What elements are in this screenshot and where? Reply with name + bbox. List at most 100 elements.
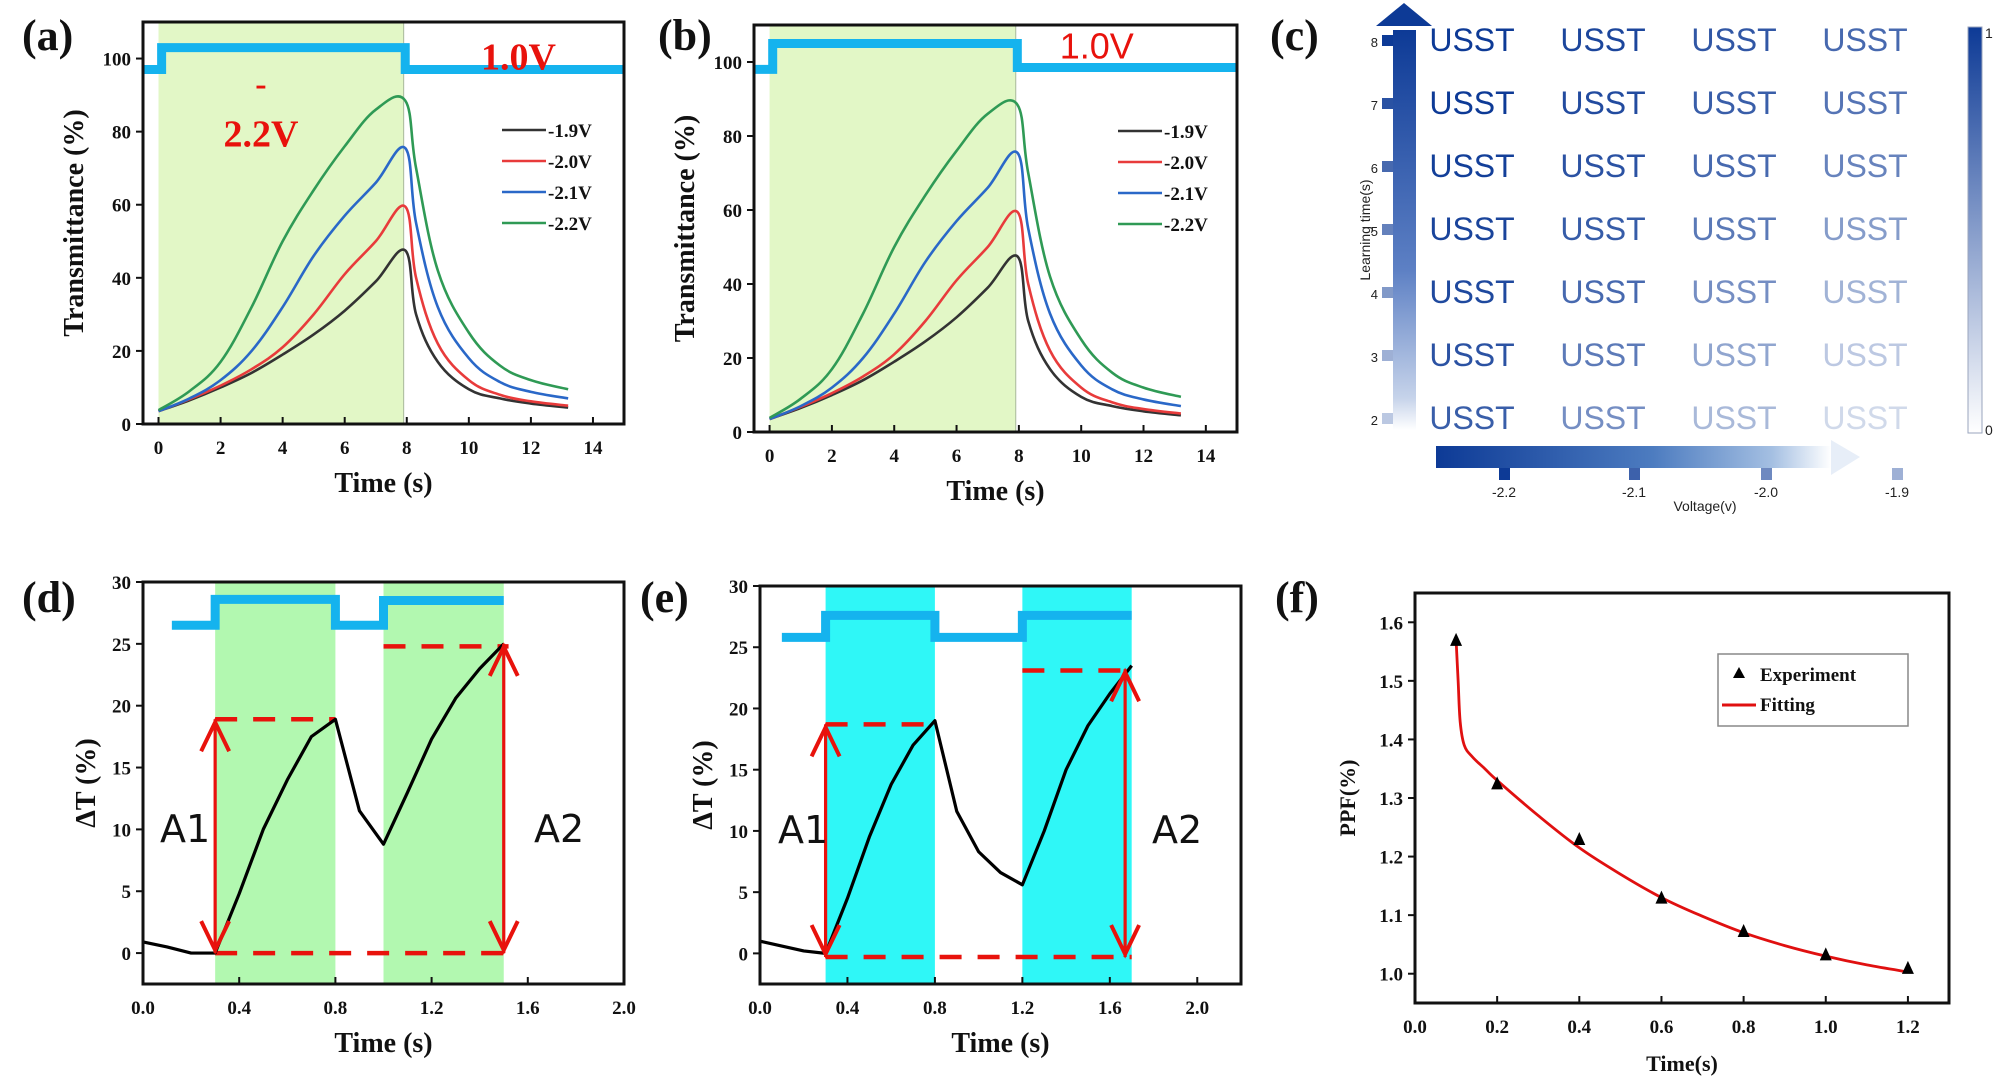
y-tick-label: 3 — [1371, 350, 1378, 365]
experiment-point — [1655, 890, 1668, 904]
amplitude-arrow-head-down — [1109, 924, 1141, 959]
panel-c: (c) 8 USST USST USST USST 7 USST USST USST USST 6 US… — [1270, 3, 1993, 514]
legend-label: -2.1V — [548, 183, 592, 204]
y-tick-label: 15 — [729, 761, 748, 782]
x-tick-label: 1.2 — [1896, 1017, 1920, 1038]
y-tick-label: 5 — [1371, 224, 1378, 239]
y-tick-label: 0 — [733, 423, 743, 444]
y-tick-mark — [1382, 224, 1393, 235]
x-tick-mark — [1629, 468, 1640, 480]
y-tick-label: 6 — [1371, 161, 1378, 176]
x-tick-label: 1.0 — [1814, 1017, 1838, 1038]
usst-cell: USST — [1429, 148, 1514, 184]
x-tick-label: 0.2 — [1485, 1017, 1509, 1038]
experiment-point — [1819, 947, 1832, 961]
experiment-point — [1573, 832, 1586, 845]
y-tick-label: 80 — [723, 127, 742, 148]
usst-cell: USST — [1560, 400, 1645, 436]
y-tick-label: 10 — [729, 822, 748, 843]
shaded-region — [215, 582, 336, 984]
usst-cell: USST — [1429, 274, 1514, 310]
series-line--2.1V — [769, 150, 1182, 421]
y-axis-title: Learning time(s) — [1357, 179, 1373, 280]
y-tick-label: 100 — [714, 53, 743, 74]
experiment-point — [1737, 923, 1750, 937]
x-tick-label: 6 — [340, 438, 350, 459]
usst-cell: USST — [1560, 337, 1645, 373]
y-tick-label: 0 — [122, 415, 132, 436]
amplitude-label: A1 — [778, 808, 828, 852]
experiment-point — [1491, 776, 1504, 790]
legend-label: -2.2V — [548, 214, 592, 235]
panel-label: (c) — [1270, 11, 1319, 60]
plot-frame — [141, 580, 626, 986]
panel-f: (f) 0.0 0.2 0.4 0.6 0.8 1.0 1.2 1.0 1.1 1.2 1.3 1.4 1… — [1275, 573, 1951, 1076]
panel-label: (e) — [640, 573, 689, 622]
amplitude-label: A2 — [534, 807, 584, 851]
x-tick-label: 8 — [402, 438, 412, 459]
x-tick-label: 10 — [1072, 446, 1091, 467]
x-tick-label: 4 — [889, 446, 899, 467]
plot-frame — [141, 20, 626, 426]
y-tick-mark — [1382, 413, 1393, 424]
colorbar-max-label: 1 — [1985, 25, 1993, 41]
usst-cell: USST — [1822, 211, 1907, 247]
y-tick-mark — [1382, 98, 1393, 109]
y-tick-label: 25 — [112, 635, 131, 656]
x-tick-label: 0.4 — [227, 998, 251, 1019]
y-tick-label: 40 — [112, 269, 131, 290]
usst-cell: USST — [1429, 85, 1514, 121]
y-tick-label: 5 — [739, 883, 749, 904]
y-tick-label: 25 — [729, 638, 748, 659]
x-axis-title: Time (s) — [334, 1028, 432, 1059]
usst-cell: USST — [1560, 274, 1645, 310]
usst-cell: USST — [1822, 400, 1907, 436]
usst-cell: USST — [1691, 22, 1776, 58]
colorbar — [1967, 26, 1983, 434]
x-axis-title: Time (s) — [951, 1028, 1049, 1059]
x-axis-title: Time (s) — [334, 468, 432, 499]
shaded-region — [158, 22, 404, 424]
voltage-annotation: 1.0V — [481, 37, 557, 79]
y-tick-label: 30 — [112, 573, 131, 594]
usst-cell: USST — [1429, 211, 1514, 247]
usst-cell: USST — [1560, 85, 1645, 121]
y-tick-mark — [1382, 35, 1393, 46]
y-axis-title: ΔT (%) — [71, 738, 102, 827]
x-tick-label: 14 — [583, 438, 603, 459]
x-tick-label: 14 — [1196, 446, 1216, 467]
voltage-arrow-head — [1831, 440, 1860, 475]
experiment-point — [1450, 632, 1463, 646]
voltage-annotation: 2.2V — [223, 113, 299, 155]
learning-time-arrow-shaft — [1393, 30, 1416, 430]
y-tick-label: 2 — [1371, 413, 1378, 428]
y-tick-mark — [1382, 350, 1393, 361]
x-tick-mark — [1892, 468, 1903, 480]
y-tick-label: 1.1 — [1379, 906, 1403, 927]
delta-t-line — [759, 664, 1133, 955]
x-tick-label: 1.2 — [1010, 998, 1034, 1019]
delta-t-line — [142, 642, 505, 955]
y-tick-label: 1.3 — [1379, 789, 1403, 810]
voltage-pulse-line — [171, 594, 504, 630]
x-tick-label: 0 — [765, 446, 775, 467]
usst-cell: USST — [1429, 400, 1514, 436]
legend-marker-experiment — [1733, 667, 1745, 678]
amplitude-label: A2 — [1152, 808, 1202, 852]
amplitude-label: A1 — [160, 807, 210, 851]
x-tick-label: 0.8 — [1732, 1017, 1756, 1038]
y-tick-label: 1.6 — [1379, 613, 1403, 634]
usst-cell: USST — [1691, 211, 1776, 247]
x-tick-label: 2.0 — [612, 998, 636, 1019]
x-tick-label: 1.6 — [516, 998, 540, 1019]
x-tick-label: 6 — [952, 446, 962, 467]
usst-cell: USST — [1822, 148, 1907, 184]
x-tick-label: 0.4 — [1567, 1017, 1591, 1038]
voltage-pulse-line — [143, 43, 624, 75]
amplitude-arrow-head-down — [809, 924, 842, 959]
voltage-pulse-line — [754, 39, 1237, 74]
y-tick-label: 4 — [1371, 287, 1378, 302]
usst-cell: USST — [1822, 85, 1907, 121]
series-line--1.9V — [769, 254, 1182, 421]
legend-label: -2.1V — [1164, 184, 1208, 205]
